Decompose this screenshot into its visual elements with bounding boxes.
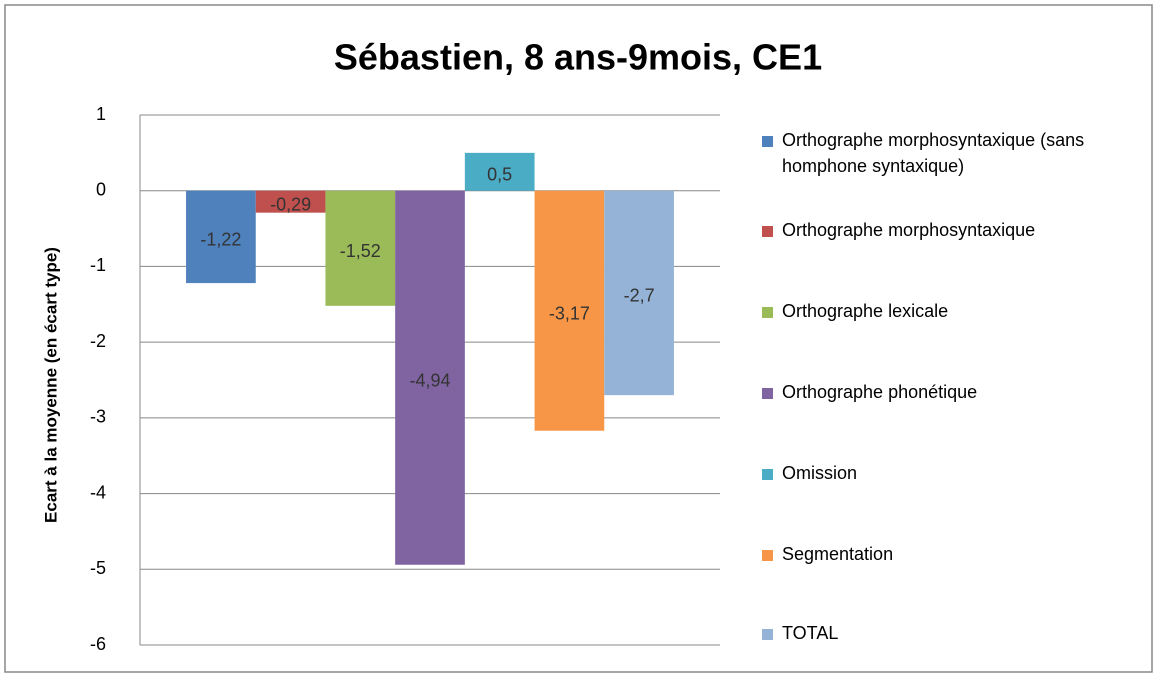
chart-title: Sébastien, 8 ans-9mois, CE1: [334, 37, 822, 78]
legend-label: TOTAL: [782, 623, 839, 643]
y-axis-label: Ecart à la moyenne (en écart type): [41, 247, 60, 523]
legend-label: Omission: [782, 463, 858, 483]
y-tick-label: -5: [90, 558, 106, 578]
legend-swatch: [762, 629, 773, 640]
bar: [534, 190, 605, 431]
value-label: -0,29: [270, 194, 311, 214]
bar: [464, 152, 535, 191]
legend-swatch: [762, 136, 773, 147]
bar: [186, 190, 256, 284]
legend-swatch: [762, 469, 773, 480]
bar: [255, 190, 326, 213]
value-label: -1,22: [200, 230, 241, 250]
bar: [604, 190, 674, 396]
value-label: -2,7: [624, 286, 655, 306]
y-tick-label: -2: [90, 331, 106, 351]
bar: [325, 190, 396, 306]
value-label: -3,17: [549, 303, 590, 323]
y-tick-label: -6: [90, 634, 106, 654]
legend-swatch: [762, 550, 773, 561]
value-label: -4,94: [409, 370, 450, 390]
legend-swatch: [762, 226, 773, 237]
legend-label: Segmentation: [782, 544, 894, 564]
y-tick-label: -1: [90, 255, 106, 275]
value-label: 0,5: [487, 165, 512, 185]
legend-label: Orthographe phonétique: [782, 382, 978, 402]
legend-label: Orthographe morphosyntaxique: [782, 220, 1036, 240]
y-tick-label: -4: [90, 482, 106, 502]
bar: [395, 190, 465, 565]
legend-swatch: [762, 307, 773, 318]
value-label: -1,52: [340, 241, 381, 261]
legend-label: Orthographe lexicale: [782, 301, 949, 321]
legend-label: Orthographe morphosyntaxique (sans homph…: [782, 130, 1085, 176]
y-tick-label: 0: [96, 179, 106, 199]
y-tick-label: -3: [90, 407, 106, 427]
legend-swatch: [762, 388, 773, 399]
y-tick-label: 1: [96, 104, 106, 124]
